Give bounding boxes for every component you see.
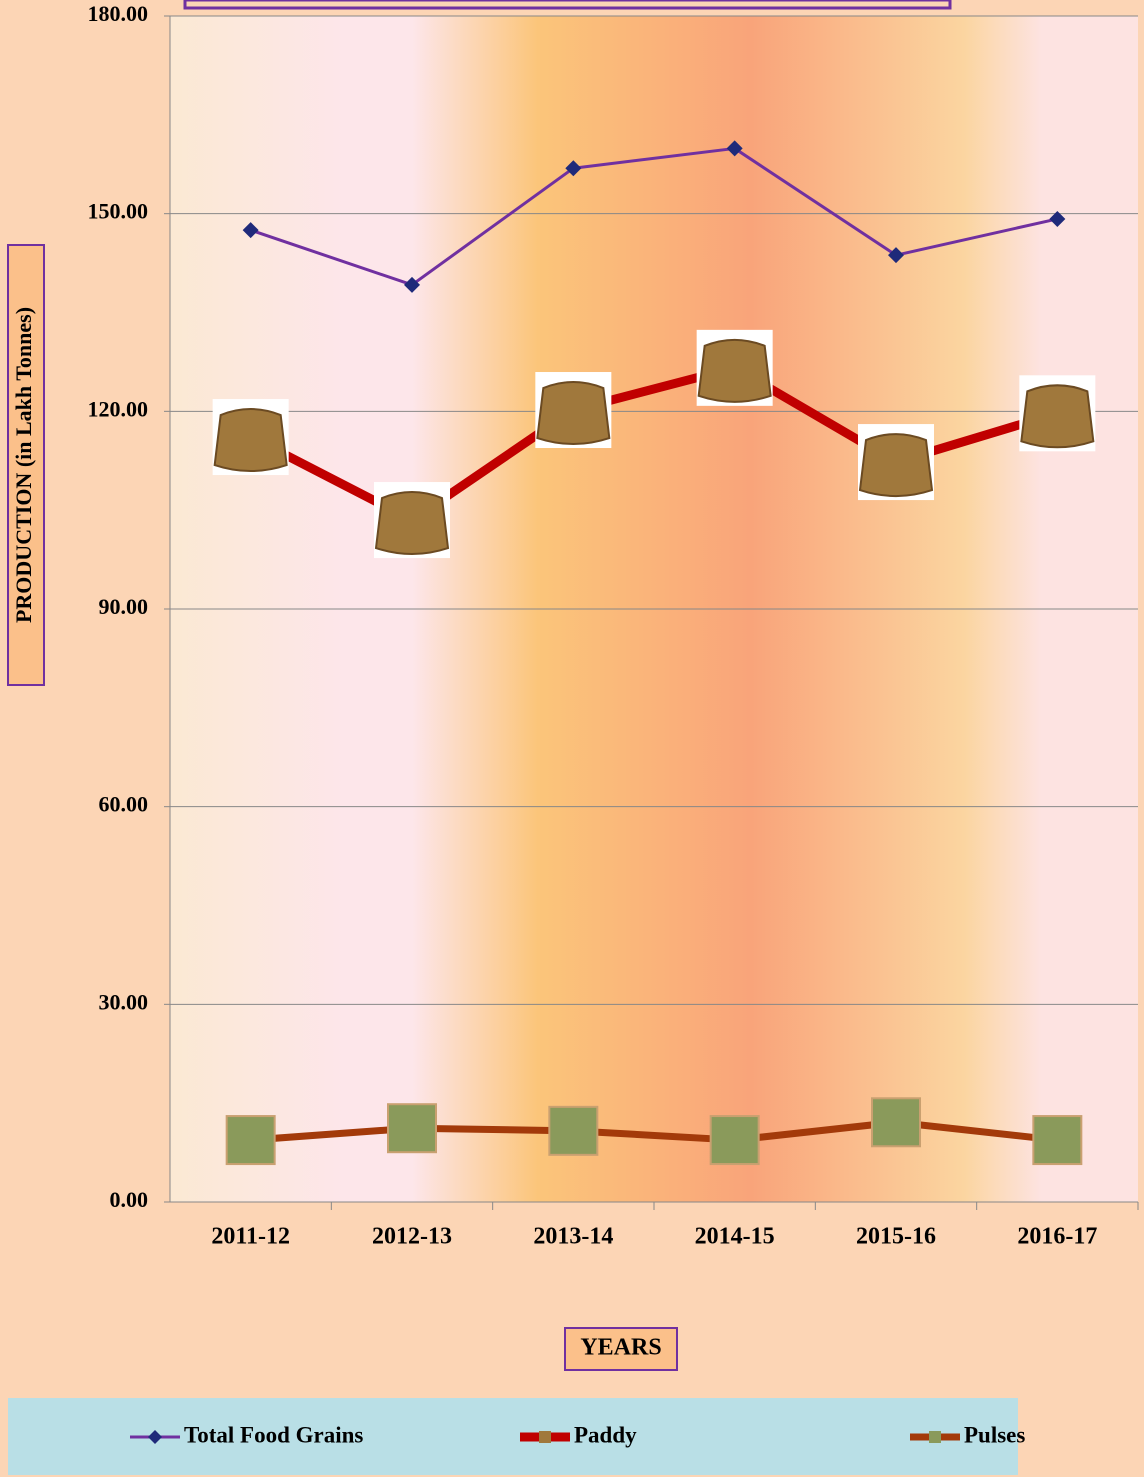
legend-label: Pulses — [964, 1422, 1025, 1447]
y-tick-label: 120.00 — [88, 396, 149, 421]
marker — [549, 1107, 597, 1155]
legend-marker — [539, 1431, 551, 1443]
marker — [388, 1104, 436, 1152]
marker — [376, 492, 448, 554]
y-tick-label: 180.00 — [88, 1, 149, 26]
marker — [1021, 385, 1093, 447]
y-tick-label: 90.00 — [99, 594, 149, 619]
x-axis-title: YEARS — [580, 1335, 661, 1361]
x-tick-label: 2016-17 — [1017, 1224, 1097, 1250]
legend-marker — [929, 1431, 941, 1443]
marker — [872, 1098, 920, 1146]
marker — [215, 409, 287, 471]
x-tick-label: 2011-12 — [211, 1224, 290, 1250]
page: {"chart_data": {"type": "line", "y_label… — [0, 0, 1144, 1477]
y-tick-label: 60.00 — [99, 792, 149, 817]
marker — [860, 434, 932, 496]
legend-label: Paddy — [574, 1422, 637, 1447]
x-tick-label: 2012-13 — [372, 1224, 452, 1250]
marker — [699, 340, 771, 402]
marker — [537, 382, 609, 444]
x-tick-label: 2015-16 — [856, 1224, 936, 1250]
marker — [711, 1116, 759, 1164]
y-tick-label: 30.00 — [99, 989, 149, 1014]
x-tick-label: 2014-15 — [695, 1224, 775, 1250]
marker — [1033, 1116, 1081, 1164]
legend-label: Total Food Grains — [184, 1422, 363, 1447]
marker — [227, 1116, 275, 1164]
y-axis-title: PRODUCTION (in Lakh Tonnes) — [11, 307, 36, 623]
y-tick-label: 0.00 — [110, 1187, 149, 1212]
x-tick-label: 2013-14 — [533, 1224, 613, 1250]
chart: PRODUCTION (in Lakh Tonnes) YEARS 0.00 30… — [0, 0, 1144, 1477]
title-box — [185, 0, 950, 8]
y-tick-label: 150.00 — [88, 199, 149, 224]
